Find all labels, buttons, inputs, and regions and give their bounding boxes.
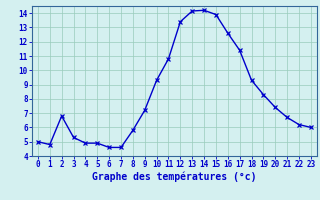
X-axis label: Graphe des températures (°c): Graphe des températures (°c) — [92, 172, 257, 182]
